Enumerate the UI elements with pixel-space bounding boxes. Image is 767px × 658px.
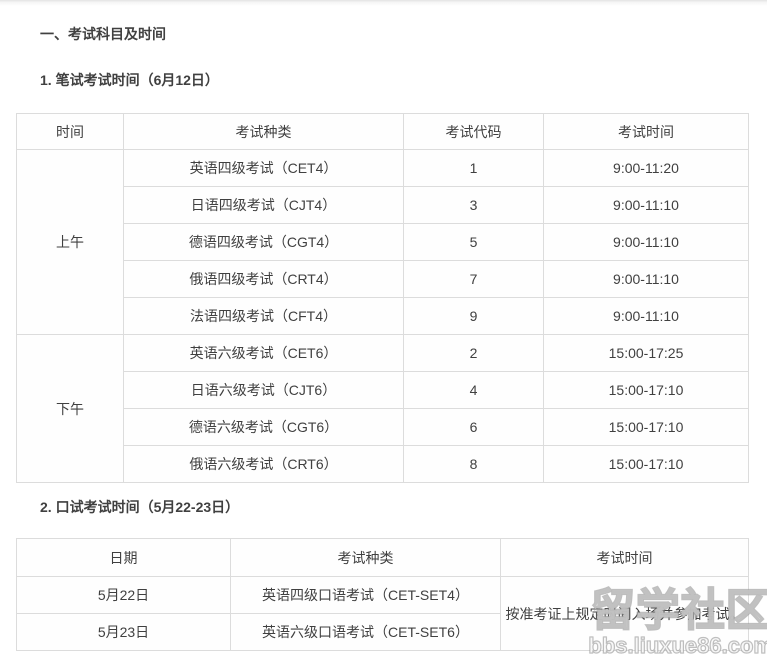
column-header-exam-time: 考试时间 [543, 113, 749, 150]
table-row: 日语四级考试（CJT4） 3 9:00-11:10 [17, 186, 749, 224]
table-header-row: 日期 考试种类 考试时间 [16, 538, 749, 577]
table-row: 日语六级考试（CJT6） 4 15:00-17:10 [17, 371, 749, 409]
exam-type-cell: 日语六级考试（CJT6） [123, 371, 404, 409]
written-exam-title: 1. 笔试考试时间（6月12日） [40, 72, 219, 88]
table-row: 5月22日 英语四级口语考试（CET-SET4） 按准考证上规定时间入场并参加考… [16, 576, 749, 651]
written-exam-table: 时间 考试种类 考试代码 考试时间 上午 英语四级考试（CET4） 1 9:00… [16, 113, 749, 483]
section-title: 一、考试科目及时间 [40, 26, 166, 42]
exam-type-cell: 英语六级口语考试（CET-SET6） [230, 613, 501, 651]
exam-code-cell: 7 [403, 260, 544, 298]
table-row: 德语四级考试（CGT4） 5 9:00-11:10 [17, 223, 749, 261]
exam-time-cell: 15:00-17:10 [543, 408, 749, 446]
exam-time-cell: 9:00-11:10 [543, 186, 749, 224]
column-header-exam-type: 考试种类 [230, 538, 501, 577]
exam-code-cell: 4 [403, 371, 544, 409]
table-row: 俄语六级考试（CRT6） 8 15:00-17:10 [17, 445, 749, 483]
exam-date-cell: 5月23日 [16, 613, 231, 651]
column-header-exam-code: 考试代码 [403, 113, 544, 150]
exam-code-cell: 2 [403, 334, 544, 372]
exam-type-cell: 德语四级考试（CGT4） [123, 223, 404, 261]
exam-code-cell: 6 [403, 408, 544, 446]
exam-type-cell: 俄语六级考试（CRT6） [123, 445, 404, 483]
exam-code-cell: 1 [403, 149, 544, 187]
exam-time-cell: 9:00-11:10 [543, 223, 749, 261]
exam-date-cell: 5月22日 [16, 576, 231, 614]
column-header-date: 日期 [16, 538, 231, 577]
column-header-time-of-day: 时间 [16, 113, 124, 150]
exam-code-cell: 8 [403, 445, 544, 483]
table-header-row: 时间 考试种类 考试代码 考试时间 [16, 113, 749, 150]
exam-time-cell: 15:00-17:25 [543, 334, 749, 372]
table-row: 5月23日 英语六级口语考试（CET-SET6） [16, 613, 749, 651]
exam-time-cell: 9:00-11:10 [543, 297, 749, 335]
table-row: 德语六级考试（CGT6） 6 15:00-17:10 [17, 408, 749, 446]
period-afternoon-cell: 下午 [16, 334, 124, 483]
exam-type-cell: 英语四级口语考试（CET-SET4） [230, 576, 501, 614]
exam-time-cell: 9:00-11:20 [543, 149, 749, 187]
exam-type-cell: 英语四级考试（CET4） [123, 149, 404, 187]
exam-code-cell: 3 [403, 186, 544, 224]
table-row: 上午 英语四级考试（CET4） 1 9:00-11:20 [16, 149, 749, 335]
exam-type-cell: 英语六级考试（CET6） [123, 334, 404, 372]
exam-type-cell: 德语六级考试（CGT6） [123, 408, 404, 446]
exam-time-note-cell: 按准考证上规定时间入场并参加考试。 [500, 576, 749, 651]
column-header-exam-type: 考试种类 [123, 113, 404, 150]
table-row: 法语四级考试（CFT4） 9 9:00-11:10 [17, 297, 749, 335]
table-row: 俄语四级考试（CRT4） 7 9:00-11:10 [17, 260, 749, 298]
exam-time-cell: 15:00-17:10 [543, 371, 749, 409]
oral-exam-table: 日期 考试种类 考试时间 5月22日 英语四级口语考试（CET-SET4） 按准… [16, 538, 749, 651]
period-morning-cell: 上午 [16, 149, 124, 335]
exam-type-cell: 法语四级考试（CFT4） [123, 297, 404, 335]
column-header-exam-time: 考试时间 [500, 538, 749, 577]
exam-time-cell: 15:00-17:10 [543, 445, 749, 483]
exam-time-cell: 9:00-11:10 [543, 260, 749, 298]
table-row: 下午 英语六级考试（CET6） 2 15:00-17:25 [16, 334, 749, 483]
oral-exam-title: 2. 口试考试时间（5月22-23日） [40, 499, 240, 515]
top-divider [0, 0, 767, 6]
exam-code-cell: 9 [403, 297, 544, 335]
exam-type-cell: 日语四级考试（CJT4） [123, 186, 404, 224]
exam-type-cell: 俄语四级考试（CRT4） [123, 260, 404, 298]
exam-code-cell: 5 [403, 223, 544, 261]
